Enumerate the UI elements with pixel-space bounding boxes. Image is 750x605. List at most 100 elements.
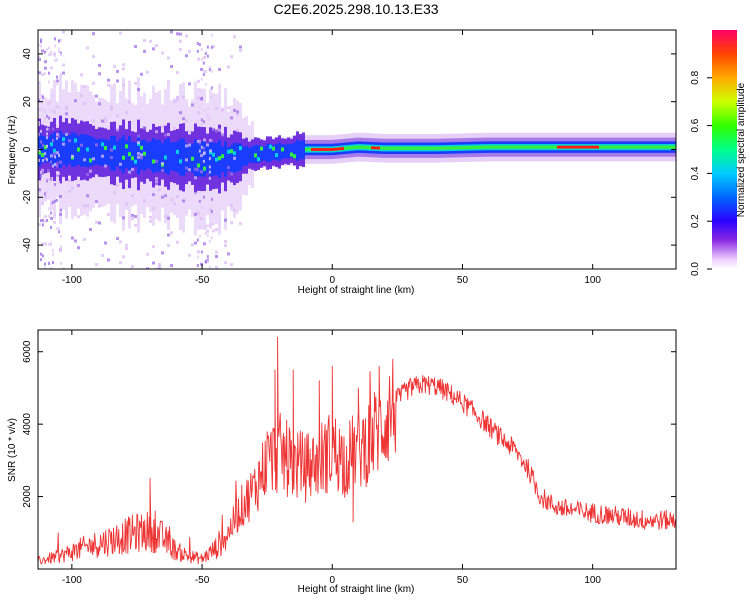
spectrogram-cell <box>137 141 140 145</box>
spectrogram-cell <box>227 149 230 154</box>
spectrogram-cell <box>60 107 62 111</box>
spectrogram-cell <box>42 159 44 163</box>
spectrogram-cell <box>210 139 213 143</box>
snr-x-tick-label: 50 <box>457 575 469 586</box>
spectrogram-cell <box>416 146 419 150</box>
spectrogram-cell <box>212 127 215 131</box>
spectrogram-cell <box>62 30 65 34</box>
snr-content <box>38 336 676 565</box>
spectrogram-cell <box>197 79 200 83</box>
spectrogram-cell <box>179 111 182 115</box>
spectrogram-cell <box>122 67 125 71</box>
spectrogram-cell <box>263 146 266 161</box>
spectrogram-cell <box>53 152 56 156</box>
spectrogram-cell <box>56 136 58 140</box>
spectrogram-cell <box>542 145 545 149</box>
spectrogram-cell <box>131 265 134 269</box>
spectrogram-cell <box>122 216 125 220</box>
spectrogram-cell <box>104 139 107 166</box>
spectrogram-cell <box>473 145 476 150</box>
spectrogram-cell <box>152 245 155 249</box>
spectrogram-cell <box>68 189 71 193</box>
spectrogram-cell <box>143 151 146 156</box>
spectrogram-cell <box>146 267 149 269</box>
spectrogram-cell <box>46 136 48 140</box>
spectrogram-cell <box>62 142 65 146</box>
spectrogram-cell <box>196 238 199 242</box>
spectrogram-cell <box>590 145 593 149</box>
spectrogram-cell <box>198 88 201 92</box>
spectrogram-cell <box>401 146 404 150</box>
spectrogram-cell <box>644 145 647 149</box>
spectrogram-cell <box>155 180 158 184</box>
spectrogram-cell <box>95 94 98 98</box>
spectrogram-cell <box>311 148 314 151</box>
spectrogram-cell <box>170 198 173 202</box>
spectrogram-cell <box>404 146 407 150</box>
spectrogram-cell <box>59 130 62 169</box>
spectrogram-cell <box>196 119 199 123</box>
spectrogram-cell <box>359 145 362 149</box>
spectrogram-cell <box>671 145 674 149</box>
spectrogram-cell <box>305 147 308 152</box>
spectrogram-cell <box>170 64 173 68</box>
spectrogram-cell <box>198 225 201 229</box>
spectrogram-cell <box>536 145 539 149</box>
spectrogram-cell <box>419 146 422 150</box>
spectrogram-cell <box>74 133 77 167</box>
spectrogram-cell <box>42 242 44 246</box>
spectrogram-cell <box>284 144 287 159</box>
spectrogram-cell <box>611 145 614 149</box>
spectrogram-cell <box>52 109 54 113</box>
spectrogram-cell <box>38 121 40 125</box>
spectrogram-cell <box>44 266 46 269</box>
spectrogram-cell <box>425 146 428 150</box>
spectrogram-cell <box>101 154 104 158</box>
spectrogram-cell <box>56 227 58 231</box>
spectrogram-cell <box>50 201 53 205</box>
spectrogram-cell <box>38 55 40 59</box>
spectrogram-cell <box>86 172 89 176</box>
spectrogram-cell <box>210 236 213 240</box>
spectrogram-cell <box>167 56 170 60</box>
spectrogram-cell <box>164 133 167 137</box>
spectrogram-cell <box>206 54 209 58</box>
spectrogram-cell <box>68 179 71 183</box>
spectrogram-y-label: Frequency (Hz) <box>7 116 18 185</box>
spectrogram-cell <box>202 146 205 150</box>
spectrogram-cell <box>58 134 60 138</box>
spectrogram-cell <box>44 192 46 196</box>
spectrogram-cell <box>188 143 191 147</box>
spectrogram-cell <box>208 223 211 227</box>
spectrogram-cell <box>407 146 410 150</box>
spectrogram-cell <box>224 261 227 265</box>
spectrogram-cell <box>167 80 170 84</box>
spectrogram-cell <box>46 158 48 162</box>
spectrogram-cell <box>539 145 542 149</box>
spectrogram-cell <box>230 172 233 176</box>
spectrogram-cell <box>275 153 278 158</box>
spectrogram-cell <box>42 143 44 147</box>
spectrogram-cell <box>197 163 200 168</box>
spectrogram-cell <box>38 99 40 103</box>
spectrogram-x-tick-label: -50 <box>195 275 210 286</box>
spectrogram-cell <box>41 168 44 172</box>
spectrogram-cell <box>239 222 242 226</box>
colorbar-gradient <box>712 30 737 269</box>
spectrogram-x-tick-label: 50 <box>457 275 469 286</box>
spectrogram-cell <box>65 107 68 111</box>
spectrogram-cell <box>230 204 233 208</box>
spectrogram-cell <box>50 216 53 220</box>
spectrogram-cell <box>198 43 201 47</box>
spectrogram-cell <box>50 134 53 165</box>
spectrogram-y-tick-label: 20 <box>22 96 33 108</box>
spectrogram-cell <box>198 105 201 109</box>
spectrogram-cell <box>386 146 389 150</box>
spectrogram-cell <box>198 234 201 238</box>
spectrogram-cell <box>56 151 59 155</box>
spectrogram-cell <box>116 141 119 167</box>
spectrogram-cell <box>208 68 211 72</box>
spectrogram-cell <box>581 145 584 149</box>
snr-x-tick-label: 0 <box>329 575 335 586</box>
